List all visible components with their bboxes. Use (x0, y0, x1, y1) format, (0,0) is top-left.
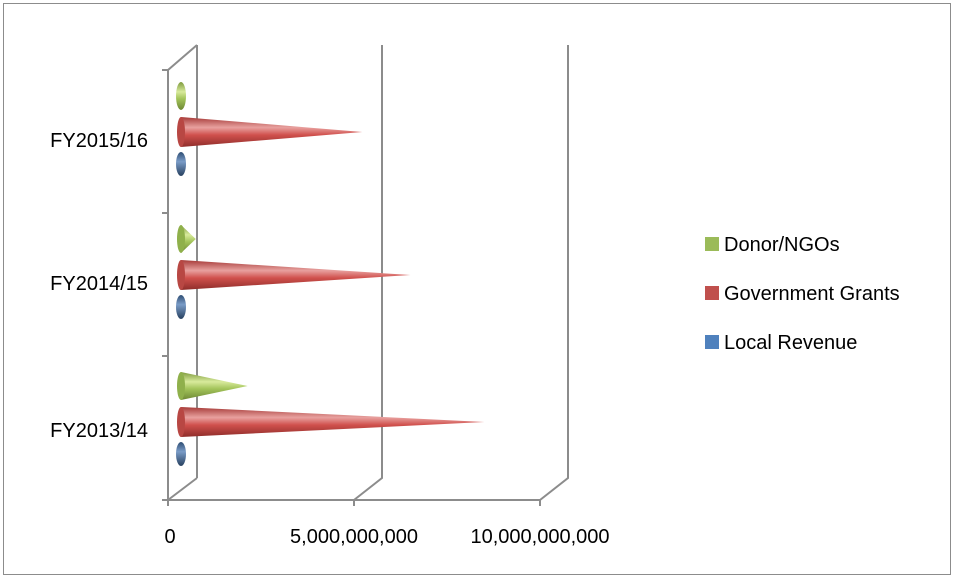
legend-label: Local Revenue (724, 332, 857, 354)
category-label: FY2013/14 (50, 420, 148, 442)
cone-base (177, 225, 185, 253)
cone-body (181, 117, 363, 147)
y-ticks (162, 69, 168, 501)
bar-local-revenue-FY2014-15 (176, 295, 186, 319)
legend-label: Government Grants (724, 283, 900, 305)
legend-item: Government Grants (705, 283, 900, 305)
gridline-10b (539, 45, 569, 501)
legend-item: Donor/NGOs (705, 234, 840, 256)
cone-body (181, 407, 485, 437)
bar-donor-ngos-FY2015-16 (176, 82, 186, 110)
legend: Donor/NGOs Government Grants Local Revenue (705, 234, 900, 354)
legend-swatch (705, 335, 719, 349)
category-labels: FY2013/14 FY2014/15 FY2015/16 (50, 130, 148, 442)
cone-body (181, 225, 196, 253)
legend-swatch (705, 237, 719, 251)
cone-base (177, 407, 185, 437)
category-label: FY2015/16 (50, 130, 148, 152)
legend-label: Donor/NGOs (724, 234, 840, 256)
cone-base (177, 117, 185, 147)
bar-government-grants-FY2014-15 (177, 260, 411, 290)
floor-edge-left (167, 477, 198, 501)
top-edge-left (167, 44, 198, 71)
cone-base (177, 260, 185, 290)
bar-donor-ngos-FY2014-15 (177, 225, 196, 253)
x-tick-labels: 0 5,000,000,000 10,000,000,000 (164, 526, 609, 548)
bar-donor-ngos-FY2013-14 (177, 372, 248, 400)
category-label: FY2014/15 (50, 273, 148, 295)
x-tick-label: 5,000,000,000 (290, 526, 418, 548)
x-ticks (167, 500, 541, 506)
cone-body (181, 260, 411, 290)
cone-base (177, 372, 185, 400)
bar-government-grants-FY2015-16 (177, 117, 363, 147)
cone-bars (176, 82, 485, 466)
bar-government-grants-FY2013-14 (177, 407, 485, 437)
bar-local-revenue-FY2013-14 (176, 442, 186, 466)
cone-base (176, 152, 186, 176)
gridline-5b (353, 45, 383, 501)
chart-frame (3, 3, 951, 575)
legend-item: Local Revenue (705, 332, 857, 354)
x-tick-label: 0 (164, 526, 175, 548)
cone-body (181, 372, 248, 400)
x-tick-label: 10,000,000,000 (470, 526, 609, 548)
bar-local-revenue-FY2015-16 (176, 152, 186, 176)
cone-base (176, 82, 186, 110)
legend-swatch (705, 286, 719, 300)
cone-base (176, 295, 186, 319)
cone-base (176, 442, 186, 466)
